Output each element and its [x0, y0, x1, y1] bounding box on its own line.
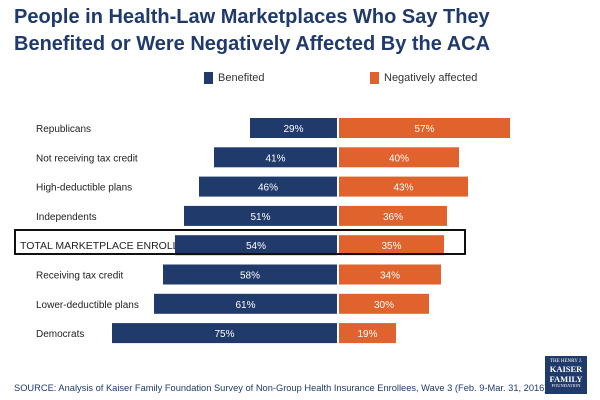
label-negatively-affected-not-receiving-tax-credit: 40%	[389, 153, 409, 164]
legend-label-benefited: Benefited	[218, 72, 265, 84]
label-negatively-affected-total-marketplace-enrollees: 35%	[381, 241, 401, 252]
legend-swatch-benefited	[204, 72, 213, 84]
bar-negatively-affected-total-marketplace-enrollees	[339, 235, 444, 256]
bar-negatively-affected-receiving-tax-credit	[339, 264, 441, 285]
category-label-democrats: Democrats	[36, 329, 84, 340]
label-negatively-affected-independents: 36%	[383, 212, 403, 223]
label-negatively-affected-lower-deductible-plans: 30%	[374, 300, 394, 311]
bar-benefited-total-marketplace-enrollees	[175, 235, 337, 256]
bar-benefited-receiving-tax-credit	[163, 264, 337, 285]
label-benefited-lower-deductible-plans: 61%	[235, 300, 255, 311]
bar-negatively-affected-independents	[339, 205, 447, 226]
label-benefited-independents: 51%	[250, 212, 270, 223]
legend-label-negatively-affected: Negatively affected	[384, 72, 478, 84]
chart-title: People in Health-Law Marketplaces Who Sa…	[14, 6, 491, 55]
label-benefited-receiving-tax-credit: 58%	[240, 271, 260, 282]
bar-benefited-independents	[184, 205, 337, 226]
label-negatively-affected-republicans: 57%	[414, 124, 434, 135]
category-label-receiving-tax-credit: Receiving tax credit	[36, 271, 123, 282]
bar-benefited-high-deductible-plans	[199, 176, 337, 197]
kff-logo: THE HENRY J. KAISER FAMILY FOUNDATION	[545, 356, 587, 394]
label-benefited-not-receiving-tax-credit: 41%	[265, 153, 285, 164]
label-benefited-high-deductible-plans: 46%	[258, 183, 278, 194]
label-benefited-republicans: 29%	[283, 124, 303, 135]
label-negatively-affected-democrats: 19%	[357, 329, 377, 340]
source-note: SOURCE: Analysis of Kaiser Family Founda…	[14, 383, 548, 393]
label-benefited-total-marketplace-enrollees: 54%	[246, 241, 266, 252]
bar-benefited-democrats	[112, 323, 337, 344]
bar-benefited-not-receiving-tax-credit	[214, 147, 337, 168]
total-highlight-box	[14, 229, 466, 255]
legend-benefited: Benefited	[204, 72, 264, 84]
category-label-lower-deductible-plans: Lower-deductible plans	[36, 300, 139, 311]
category-label-independents: Independents	[36, 212, 97, 223]
category-label-not-receiving-tax-credit: Not receiving tax credit	[36, 153, 138, 164]
bar-benefited-lower-deductible-plans	[154, 293, 337, 314]
legend-negatively-affected: Negatively affected	[370, 72, 477, 84]
label-negatively-affected-high-deductible-plans: 43%	[393, 183, 413, 194]
legend-swatch-negatively-affected	[370, 72, 379, 84]
category-label-total-marketplace-enrollees: TOTAL MARKETPLACE ENROLLEES	[20, 240, 200, 252]
bar-negatively-affected-high-deductible-plans	[339, 176, 468, 197]
bar-negatively-affected-democrats	[339, 323, 396, 344]
bar-negatively-affected-republicans	[339, 118, 510, 138]
label-negatively-affected-receiving-tax-credit: 34%	[380, 271, 400, 282]
bar-benefited-republicans	[250, 118, 337, 138]
label-benefited-democrats: 75%	[214, 329, 234, 340]
category-label-high-deductible-plans: High-deductible plans	[36, 183, 132, 194]
bar-negatively-affected-lower-deductible-plans	[339, 293, 429, 314]
bar-negatively-affected-not-receiving-tax-credit	[339, 147, 459, 168]
category-label-republicans: Republicans	[36, 124, 91, 135]
